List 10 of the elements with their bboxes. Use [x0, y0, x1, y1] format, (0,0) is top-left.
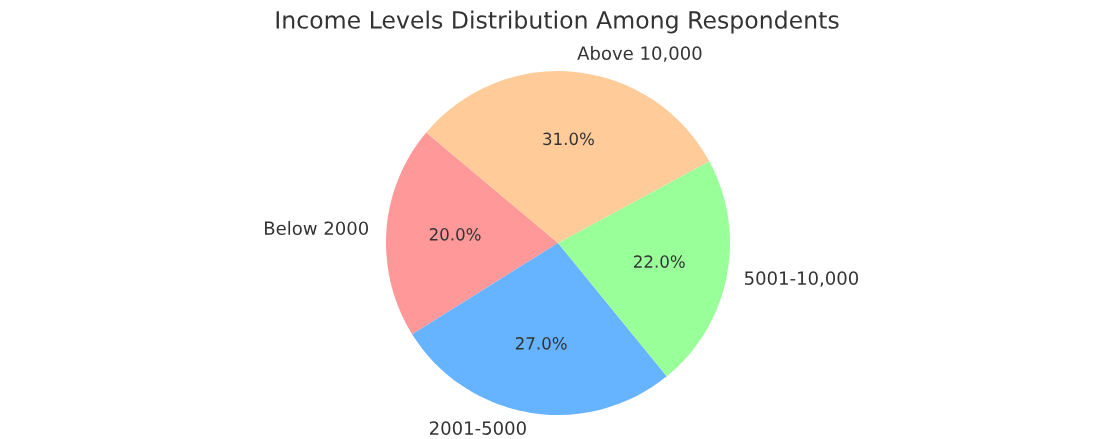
data-label: 22.0%	[633, 255, 685, 268]
data-label: 31.0%	[543, 132, 594, 146]
data-label: 27.0%	[515, 337, 567, 350]
chart-title: Income Levels Distribution Among Respondents	[276, 10, 839, 34]
slice-label: Below 2000	[265, 221, 369, 236]
data-label: 20.0%	[429, 228, 481, 241]
slice-label: Above 10,000	[577, 46, 702, 62]
slice-label: 2001-5000	[430, 421, 526, 435]
slice-label: 5001-10,000	[744, 271, 859, 287]
pie-slice	[426, 71, 710, 243]
